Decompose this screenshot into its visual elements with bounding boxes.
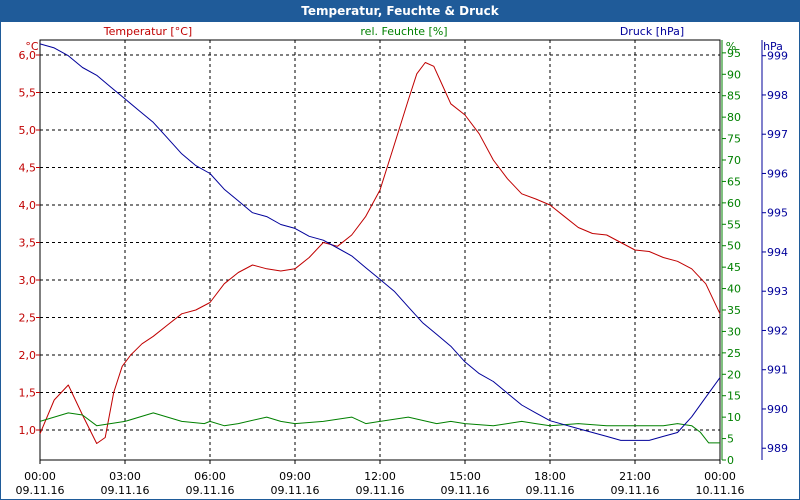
pressure-tick-label: 990 xyxy=(767,403,788,416)
temperature-tick-label: 1,5 xyxy=(19,387,37,400)
humidity-tick-label: 85 xyxy=(727,90,741,103)
humidity-tick-label: 30 xyxy=(727,325,741,338)
humidity-tick-label: 25 xyxy=(727,347,741,360)
humidity-tick-label: 20 xyxy=(727,368,741,381)
temperature-tick-label: 5,0 xyxy=(19,124,37,137)
x-tick-label-date: 09.11.16 xyxy=(16,484,65,497)
humidity-series-line xyxy=(39,412,720,444)
x-tick-label-time: 12:00 xyxy=(364,470,396,483)
humidity-tick-label: 50 xyxy=(727,240,741,253)
pressure-axis-label: Druck [hPa] xyxy=(620,25,684,38)
temperature-tick-label: 2,0 xyxy=(19,349,37,362)
x-tick-label-date: 09.11.16 xyxy=(271,484,320,497)
x-tick-label-time: 00:00 xyxy=(24,470,56,483)
x-tick-label-time: 15:00 xyxy=(449,470,481,483)
humidity-tick-label: 70 xyxy=(727,154,741,167)
humidity-tick-label: 35 xyxy=(727,304,741,317)
temperature-tick-label: 3,0 xyxy=(19,274,37,287)
temperature-tick-label: 5,5 xyxy=(19,87,37,100)
humidity-tick-label: 55 xyxy=(727,218,741,231)
grid-lines xyxy=(39,39,721,461)
x-tick-label-date: 09.11.16 xyxy=(356,484,405,497)
x-tick-label-time: 06:00 xyxy=(194,470,226,483)
x-tick-label-date: 09.11.16 xyxy=(611,484,660,497)
x-tick-label-date: 09.11.16 xyxy=(186,484,235,497)
humidity-tick-label: 65 xyxy=(727,175,741,188)
pressure-tick-label: 996 xyxy=(767,167,788,180)
temperature-tick-label: 4,0 xyxy=(19,199,37,212)
pressure-unit: hPa xyxy=(763,40,783,53)
temperature-series-line xyxy=(39,62,721,444)
x-tick-label-date: 09.11.16 xyxy=(526,484,575,497)
humidity-tick-label: 60 xyxy=(727,197,741,210)
temperature-tick-label: 4,5 xyxy=(19,162,37,175)
x-tick-label-time: 00:00 xyxy=(704,470,736,483)
pressure-tick-label: 992 xyxy=(767,324,788,337)
pressure-tick-label: 998 xyxy=(767,89,788,102)
humidity-tick-label: 15 xyxy=(727,390,741,403)
temperature-axis-label: Temperatur [°C] xyxy=(103,25,192,38)
humidity-unit: % xyxy=(726,40,736,53)
humidity-tick-label: 95 xyxy=(727,47,741,60)
pressure-series-line xyxy=(39,43,721,441)
x-tick-label-time: 09:00 xyxy=(279,470,311,483)
pressure-tick-label: 994 xyxy=(767,246,788,259)
pressure-tick-label: 993 xyxy=(767,285,788,298)
x-tick-label-date: 09.11.16 xyxy=(101,484,150,497)
humidity-tick-label: 80 xyxy=(727,111,741,124)
chart-title: Temperatur, Feuchte & Druck xyxy=(1,1,799,22)
x-tick-label-date: 09.11.16 xyxy=(441,484,490,497)
humidity-tick-label: 0 xyxy=(727,454,734,467)
pressure-tick-label: 989 xyxy=(767,442,788,455)
x-tick-label-time: 21:00 xyxy=(619,470,651,483)
pressure-tick-label: 995 xyxy=(767,207,788,220)
humidity-tick-label: 5 xyxy=(727,433,734,446)
plot-area xyxy=(39,43,721,444)
axes: 00:0009.11.1603:0009.11.1606:0009.11.160… xyxy=(16,40,788,497)
humidity-tick-label: 45 xyxy=(727,261,741,274)
pressure-tick-label: 991 xyxy=(767,364,788,377)
pressure-tick-label: 997 xyxy=(767,128,788,141)
humidity-tick-label: 40 xyxy=(727,283,741,296)
humidity-tick-label: 10 xyxy=(727,411,741,424)
humidity-tick-label: 75 xyxy=(727,133,741,146)
temperature-tick-label: 1,0 xyxy=(19,424,37,437)
humidity-axis-label: rel. Feuchte [%] xyxy=(360,25,447,38)
temperature-tick-label: 3,5 xyxy=(19,237,37,250)
temperature-unit: °C xyxy=(25,40,39,53)
x-tick-label-time: 03:00 xyxy=(109,470,141,483)
x-tick-label-date: 10.11.16 xyxy=(696,484,745,497)
temperature-tick-label: 2,5 xyxy=(19,312,37,325)
humidity-tick-label: 90 xyxy=(727,68,741,81)
pressure-tick-label: 999 xyxy=(767,50,788,63)
x-tick-label-time: 18:00 xyxy=(534,470,566,483)
temperature-tick-label: 6,0 xyxy=(19,49,37,62)
